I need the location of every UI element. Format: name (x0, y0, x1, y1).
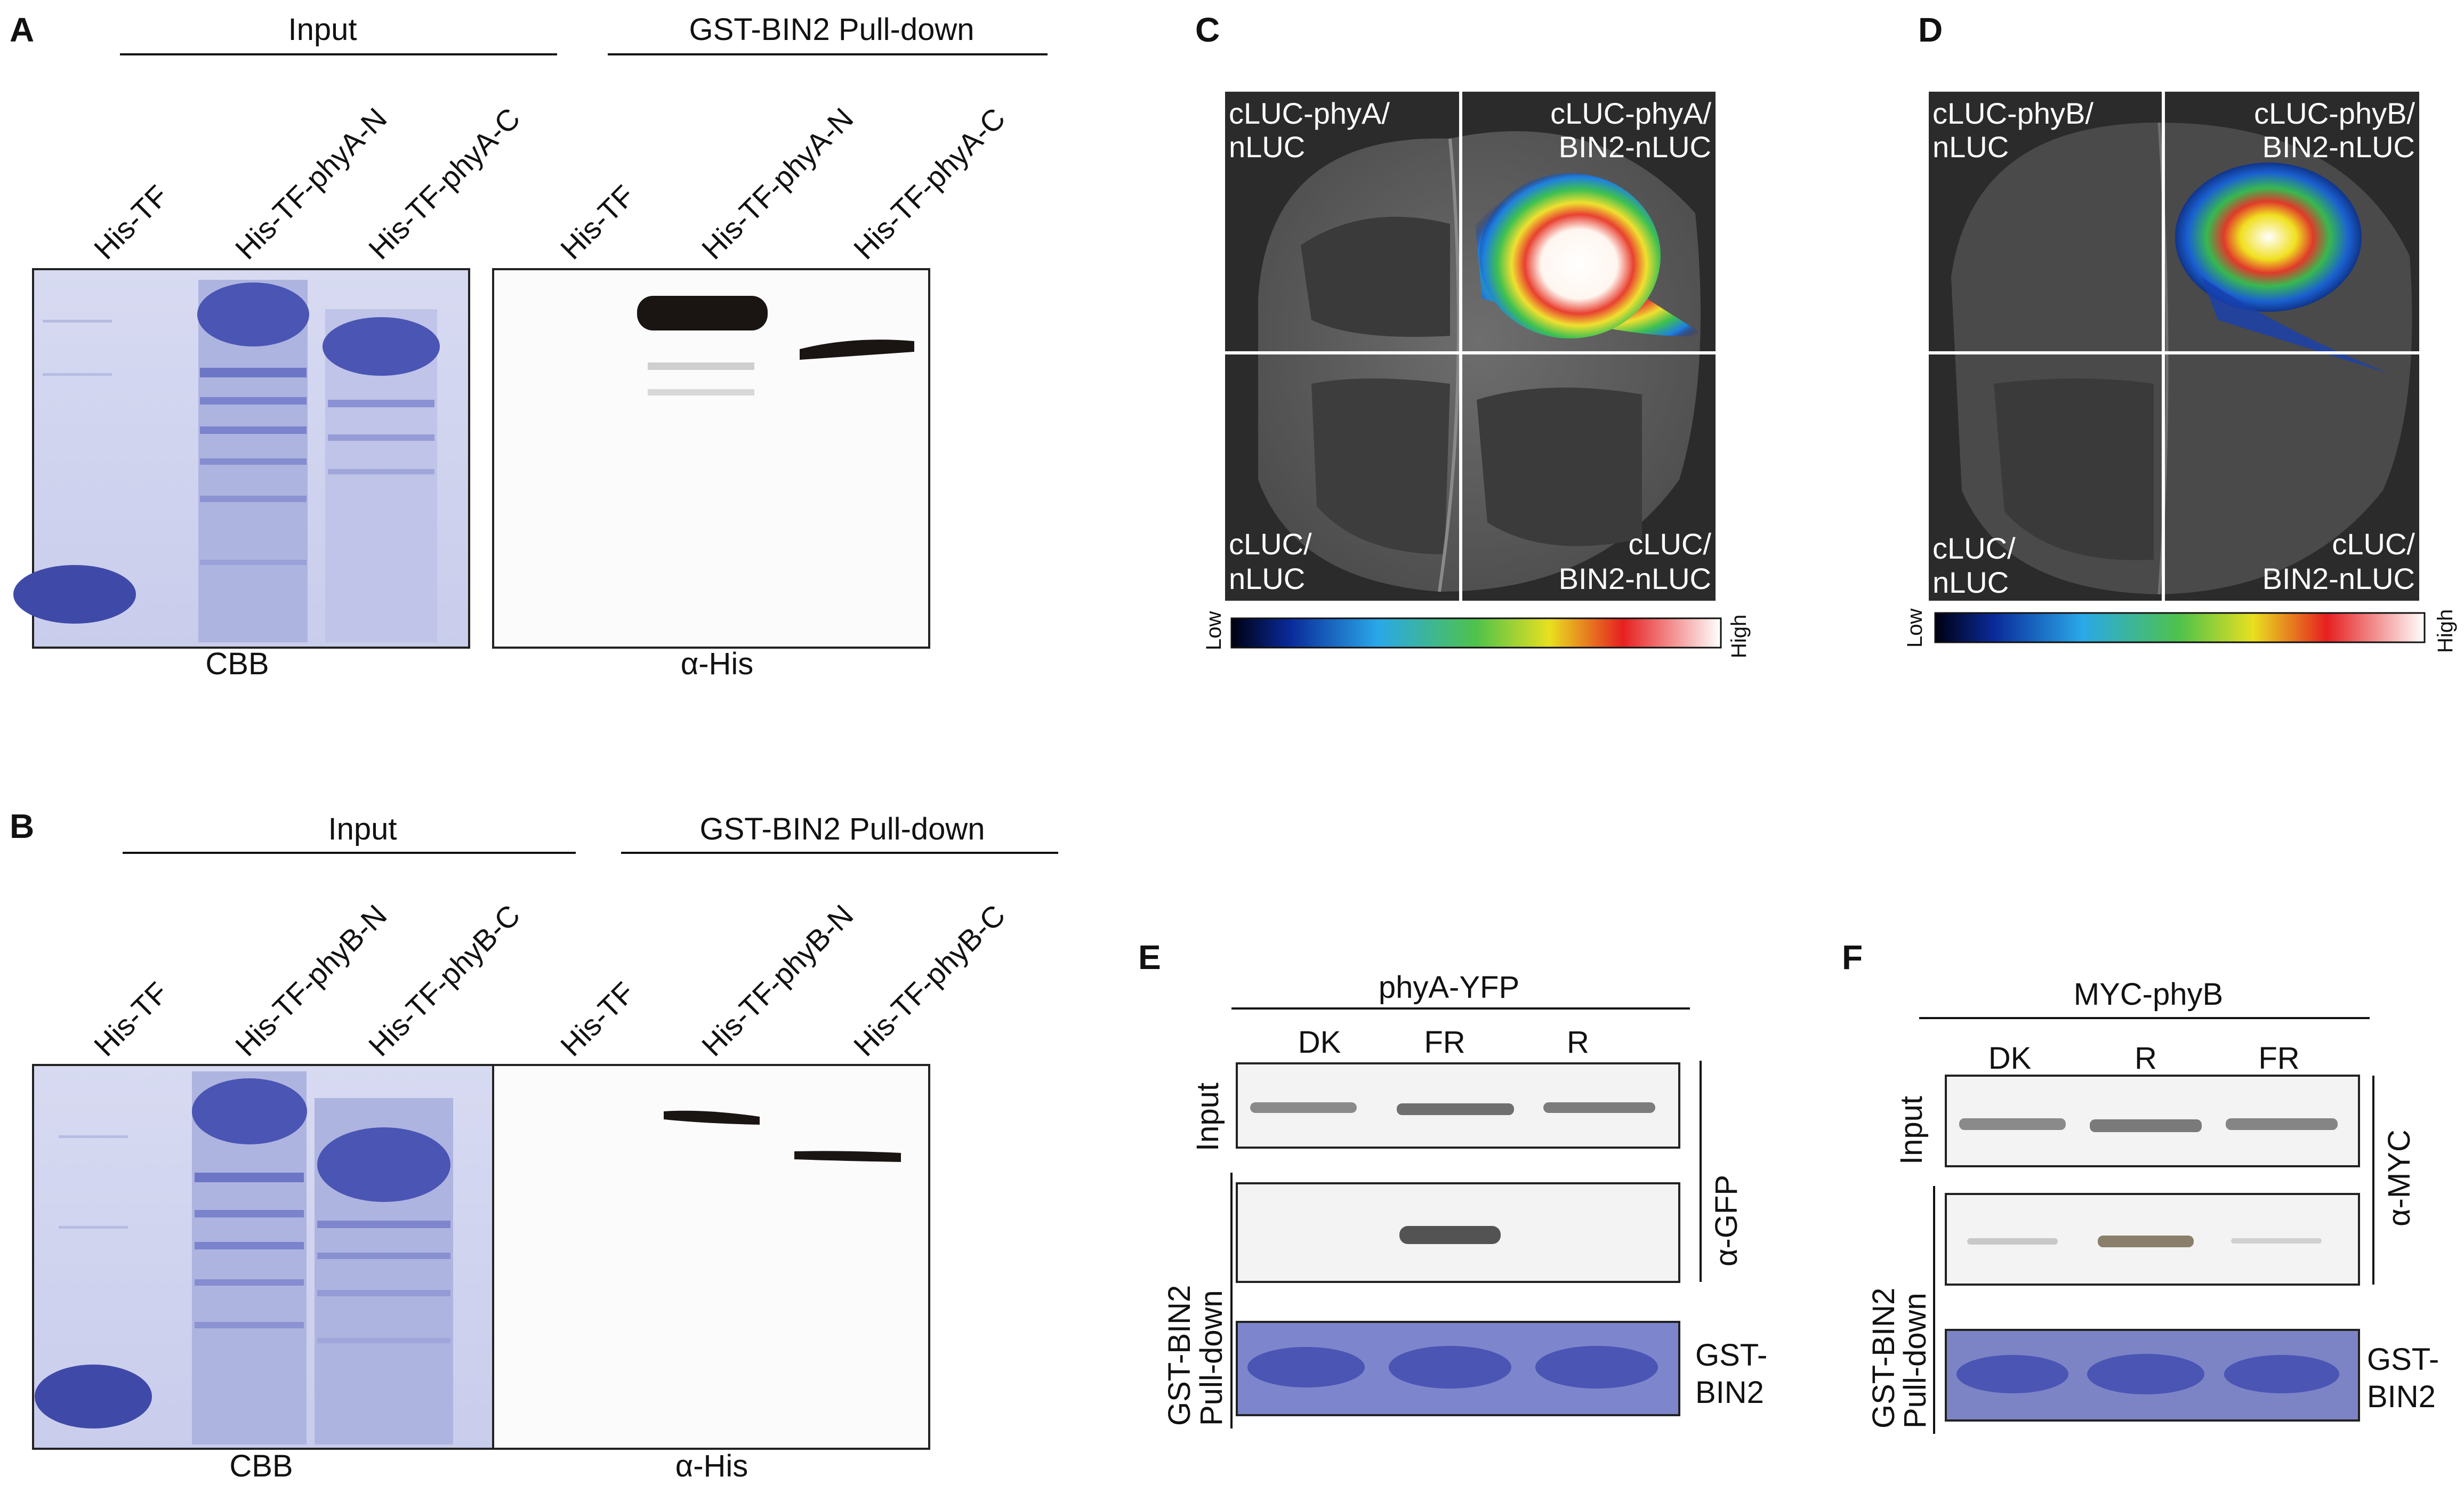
panel-c-scale-high: High (1727, 615, 1751, 658)
panel-c: C cLUC-phyA/ nLUC cLUC-phyA/ BIN2-nLUC c… (1195, 11, 1751, 658)
panel-c-q-tl-1: cLUC-phyA/ (1229, 96, 1390, 130)
panel-f-input-blot (1945, 1075, 2360, 1167)
panel-b-input-lane-1: His-TF (87, 975, 174, 1062)
panel-c-leaf-image (1225, 92, 1716, 601)
panel-c-q-tl-2: nLUC (1229, 130, 1305, 164)
panel-a-input-lane-1: His-TF (87, 179, 174, 265)
panel-d-q-tr-2: BIN2-nLUC (2262, 130, 2415, 164)
panel-f-gst-strip (1945, 1329, 2360, 1422)
panel-e-row-pulldown-2: Pull-down (1194, 1290, 1229, 1426)
panel-f-gst-2: BIN2 (2367, 1379, 2436, 1414)
panel-d-q-bl-1: cLUC/ (1932, 531, 2016, 565)
panel-d-q-tr-1: cLUC-phyB/ (2254, 96, 2415, 130)
panel-a: A Input GST-BIN2 Pull-down His-TF His-TF… (10, 11, 1048, 681)
panel-e-lane-3: R (1567, 1025, 1589, 1060)
panel-b-pulldown-header: GST-BIN2 Pull-down (699, 812, 985, 846)
panel-b-cbb-caption: CBB (229, 1449, 293, 1483)
panel-e-gst-2: BIN2 (1695, 1375, 1764, 1410)
panel-f-lane-1: DK (1988, 1041, 2032, 1076)
panel-e-lane-1: DK (1298, 1025, 1341, 1060)
panel-f-antibody: α-MYC (2382, 1129, 2417, 1226)
panel-c-scale-low: Low (1202, 611, 1226, 650)
panel-b-pulldown-lane-2: His-TF-phyB-N (695, 898, 860, 1063)
panel-f-lane-2: R (2135, 1041, 2157, 1076)
panel-e-gst-1: GST- (1695, 1338, 1767, 1373)
panel-a-pulldown-header: GST-BIN2 Pull-down (689, 12, 974, 47)
panel-d-q-br-2: BIN2-nLUC (2262, 562, 2415, 595)
panel-c-q-tr-1: cLUC-phyA/ (1550, 96, 1711, 130)
panel-d-q-tl-2: nLUC (1932, 130, 2009, 164)
panel-d-scale-low: Low (1903, 609, 1927, 648)
panel-d-color-scale (1934, 612, 2426, 643)
panel-b-input-header: Input (328, 812, 397, 846)
panel-c-q-br-2: BIN2-nLUC (1559, 562, 1711, 595)
panel-b-his-blot (492, 1064, 930, 1450)
panel-a-his-blot (492, 268, 930, 649)
panel-a-pulldown-lane-3: His-TF-phyA-C (847, 101, 1012, 266)
panel-f-row-input: Input (1894, 1096, 1929, 1165)
panel-c-q-bl-2: nLUC (1229, 562, 1305, 595)
panel-e-row-pulldown-1: GST-BIN2 (1162, 1285, 1197, 1426)
panel-b-pulldown-lane-1: His-TF (554, 975, 641, 1062)
panel-f-pulldown-blot (1945, 1193, 2360, 1286)
panel-c-letter: C (1195, 11, 1220, 49)
panel-f-row-pulldown-1: GST-BIN2 (1866, 1288, 1901, 1428)
panel-f: F MYC-phyB DK R FR Input GST-BIN2 Pull-d… (1842, 938, 2439, 1434)
panel-a-letter: A (10, 11, 34, 49)
panel-d-letter: D (1918, 11, 1943, 49)
panel-a-cbb-gel (13, 268, 470, 649)
panel-d-leaf-image (1929, 92, 2419, 601)
panel-d-scale-high: High (2434, 609, 2457, 653)
panel-e-lane-2: FR (1424, 1025, 1465, 1060)
panel-e-antibody: α-GFP (1709, 1175, 1744, 1266)
panel-a-input-header: Input (288, 12, 357, 47)
panel-e-row-input: Input (1190, 1083, 1225, 1151)
panel-f-row-pulldown-2: Pull-down (1898, 1293, 1932, 1428)
panel-f-gst-1: GST- (2367, 1342, 2439, 1377)
panel-b: B Input GST-BIN2 Pull-down His-TF His-TF… (10, 807, 1058, 1483)
panel-e-letter: E (1138, 938, 1161, 976)
panel-f-header: MYC-phyB (2074, 977, 2223, 1012)
panel-d: D cLUC-phyB/ nLUC cLUC-phyB/ BIN2-nLUC c… (1903, 11, 2457, 653)
panel-b-cbb-gel (32, 1064, 517, 1450)
panel-d-luminescence (2175, 163, 2362, 312)
panel-e-gst-strip (1236, 1321, 1680, 1416)
panel-a-pulldown-lane-1: His-TF (554, 179, 641, 265)
panel-e: E phyA-YFP DK FR R Input GST-BIN2 Pull-d… (1138, 938, 1767, 1428)
panel-e-input-blot (1236, 1062, 1680, 1149)
panel-c-luminescence (1479, 173, 1661, 338)
panel-a-his-caption: α-His (681, 647, 754, 681)
panel-f-letter: F (1842, 938, 1863, 976)
panel-e-header: phyA-YFP (1379, 970, 1519, 1005)
panel-d-q-bl-2: nLUC (1932, 566, 2009, 599)
panel-e-pulldown-blot (1236, 1182, 1680, 1283)
panel-c-q-bl-1: cLUC/ (1229, 527, 1312, 561)
panel-b-letter: B (10, 807, 34, 845)
panel-c-q-tr-2: BIN2-nLUC (1559, 130, 1711, 164)
panel-b-his-caption: α-His (675, 1449, 748, 1483)
panel-c-color-scale (1230, 617, 1722, 649)
panel-d-q-tl-1: cLUC-phyB/ (1932, 96, 2093, 130)
panel-b-pulldown-lane-3: His-TF-phyB-C (847, 898, 1012, 1063)
panel-d-q-br-1: cLUC/ (2332, 527, 2415, 561)
panel-a-pulldown-lane-2: His-TF-phyA-N (695, 101, 860, 266)
panel-c-q-br-1: cLUC/ (1628, 527, 1711, 561)
panel-a-cbb-caption: CBB (205, 647, 269, 681)
panel-f-lane-3: FR (2258, 1041, 2299, 1076)
